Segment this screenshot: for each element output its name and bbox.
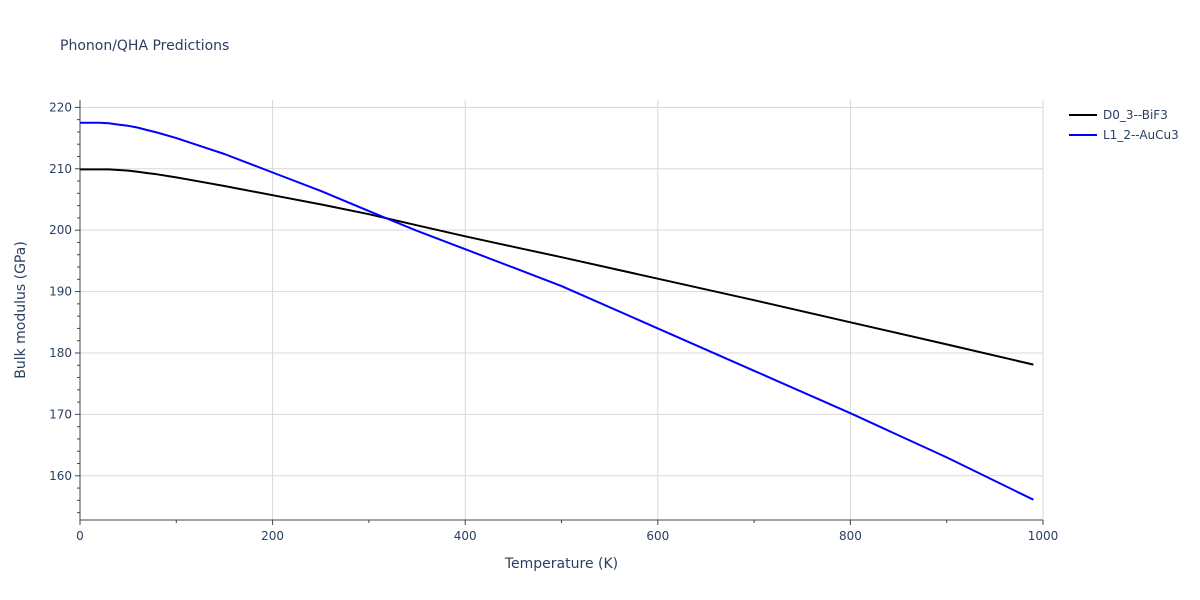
y-axis-label: Bulk modulus (GPa) <box>13 241 29 379</box>
x-axis-label: Temperature (K) <box>504 556 618 572</box>
x-tick-label: 600 <box>646 529 669 543</box>
x-tick-label: 800 <box>839 529 862 543</box>
legend-item-1[interactable]: L1_2--AuCu3 <box>1069 128 1179 142</box>
series-line-0 <box>80 168 1034 366</box>
x-tick-label: 400 <box>454 529 477 543</box>
y-tick-label: 200 <box>49 223 72 237</box>
plot-background <box>80 100 1043 520</box>
y-tick-label: 170 <box>49 407 72 421</box>
x-tick-label: 1000 <box>1028 529 1059 543</box>
y-tick-label: 220 <box>49 100 72 114</box>
x-tick-label: 200 <box>261 529 284 543</box>
series-line-1 <box>80 121 1034 501</box>
legend-label: D0_3--BiF3 <box>1103 108 1168 122</box>
y-tick-label: 210 <box>49 162 72 176</box>
legend-item-0[interactable]: D0_3--BiF3 <box>1069 108 1168 122</box>
legend-label: L1_2--AuCu3 <box>1103 128 1179 142</box>
legend[interactable]: D0_3--BiF3 L1_2--AuCu3 <box>1069 108 1179 142</box>
x-tick-label: 0 <box>76 529 84 543</box>
axes: 0 200 400 600 800 1000 160 170 180 190 200 210 220 <box>49 100 1058 543</box>
y-tick-label: 160 <box>49 469 72 483</box>
y-tick-label: 180 <box>49 346 72 360</box>
grid <box>80 100 1044 520</box>
series-lines <box>80 121 1034 501</box>
chart-title: Phonon/QHA Predictions <box>60 38 229 54</box>
y-tick-label: 190 <box>49 285 72 299</box>
